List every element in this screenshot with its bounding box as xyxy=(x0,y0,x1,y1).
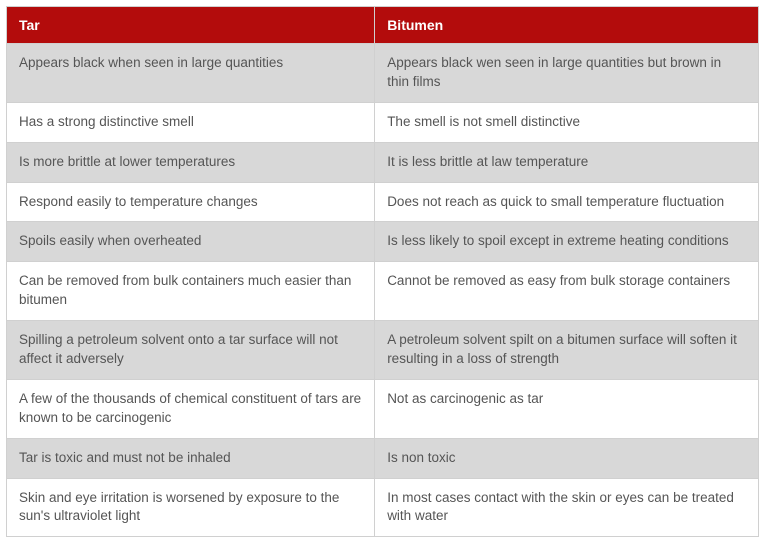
table-body: Appears black when seen in large quantit… xyxy=(7,44,759,537)
table-row: Has a strong distinctive smell The smell… xyxy=(7,102,759,142)
cell-bitumen: Is less likely to spoil except in extrem… xyxy=(375,222,759,262)
table-row: Is more brittle at lower temperatures It… xyxy=(7,142,759,182)
cell-bitumen: Cannot be removed as easy from bulk stor… xyxy=(375,262,759,321)
table-row: Spilling a petroleum solvent onto a tar … xyxy=(7,321,759,380)
cell-tar: Tar is toxic and must not be inhaled xyxy=(7,438,375,478)
table-row: A few of the thousands of chemical const… xyxy=(7,379,759,438)
cell-tar: Has a strong distinctive smell xyxy=(7,102,375,142)
cell-bitumen: The smell is not smell distinctive xyxy=(375,102,759,142)
column-header-tar: Tar xyxy=(7,7,375,44)
comparison-table: Tar Bitumen Appears black when seen in l… xyxy=(6,6,759,537)
table-row: Can be removed from bulk containers much… xyxy=(7,262,759,321)
table-row: Spoils easily when overheated Is less li… xyxy=(7,222,759,262)
cell-tar: Skin and eye irritation is worsened by e… xyxy=(7,478,375,537)
column-header-bitumen: Bitumen xyxy=(375,7,759,44)
cell-tar: Can be removed from bulk containers much… xyxy=(7,262,375,321)
cell-tar: Spoils easily when overheated xyxy=(7,222,375,262)
table-row: Respond easily to temperature changes Do… xyxy=(7,182,759,222)
cell-bitumen: Does not reach as quick to small tempera… xyxy=(375,182,759,222)
table-row: Tar is toxic and must not be inhaled Is … xyxy=(7,438,759,478)
cell-bitumen: It is less brittle at law temperature xyxy=(375,142,759,182)
cell-tar: Appears black when seen in large quantit… xyxy=(7,44,375,103)
table-header-row: Tar Bitumen xyxy=(7,7,759,44)
cell-bitumen: Not as carcinogenic as tar xyxy=(375,379,759,438)
cell-bitumen: A petroleum solvent spilt on a bitumen s… xyxy=(375,321,759,380)
cell-bitumen: Is non toxic xyxy=(375,438,759,478)
cell-tar: Respond easily to temperature changes xyxy=(7,182,375,222)
table-row: Appears black when seen in large quantit… xyxy=(7,44,759,103)
cell-bitumen: Appears black wen seen in large quantiti… xyxy=(375,44,759,103)
table-row: Skin and eye irritation is worsened by e… xyxy=(7,478,759,537)
cell-bitumen: In most cases contact with the skin or e… xyxy=(375,478,759,537)
cell-tar: A few of the thousands of chemical const… xyxy=(7,379,375,438)
cell-tar: Is more brittle at lower temperatures xyxy=(7,142,375,182)
cell-tar: Spilling a petroleum solvent onto a tar … xyxy=(7,321,375,380)
